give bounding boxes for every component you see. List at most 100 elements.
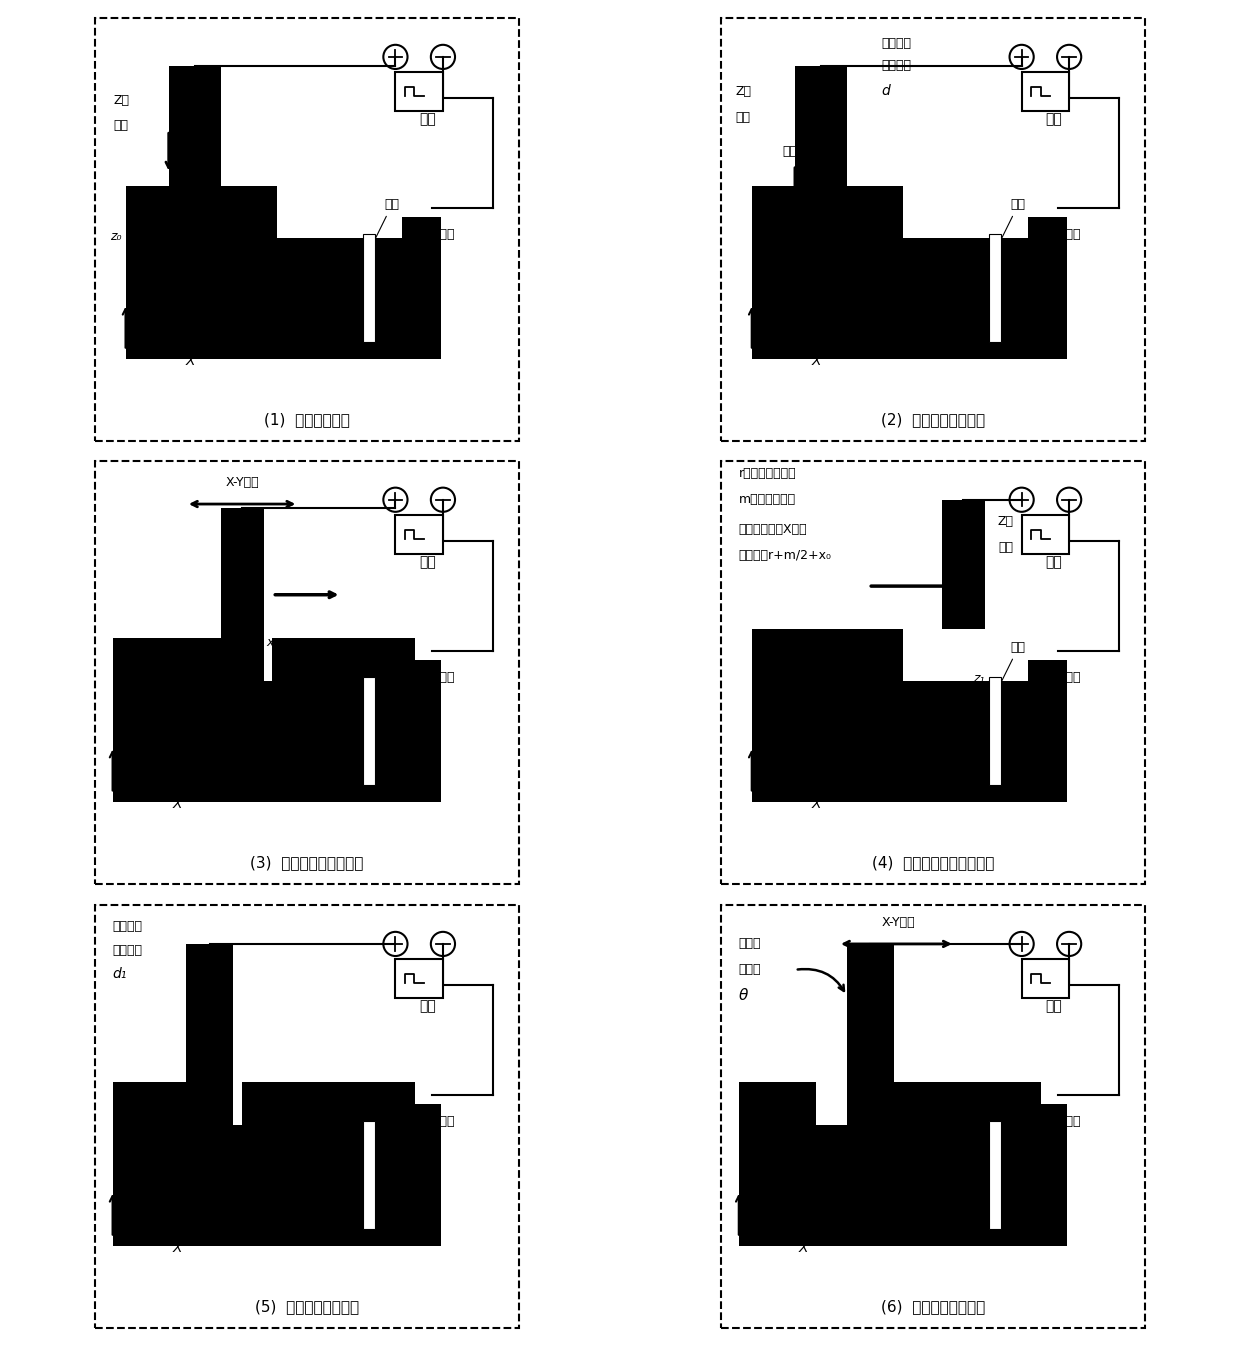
Bar (396, 73, 443, 111)
Text: 工具电极: 工具电极 (882, 37, 911, 51)
Text: (2)  工具电极端部修平: (2) 工具电极端部修平 (882, 413, 985, 428)
Bar (402, 1104, 440, 1246)
Bar (1022, 73, 1069, 111)
Text: X: X (799, 1242, 808, 1256)
Bar (125, 186, 277, 239)
Text: (3)  反拐片侧面找准定位: (3) 反拐片侧面找准定位 (250, 856, 363, 871)
FancyBboxPatch shape (722, 461, 1145, 884)
Text: 反拐片: 反拐片 (1032, 672, 1081, 714)
Text: 调整工具电极X方向: 调整工具电极X方向 (739, 524, 807, 536)
Text: 进给: 进给 (998, 540, 1013, 554)
Text: X: X (186, 355, 195, 369)
Text: 进给: 进给 (114, 119, 129, 133)
Text: 塞片: 塞片 (997, 1084, 1025, 1135)
Text: 坐标到：r+m/2+x₀: 坐标到：r+m/2+x₀ (739, 550, 832, 562)
Bar (1028, 217, 1066, 359)
Text: 塞片: 塞片 (997, 197, 1025, 248)
Bar (402, 659, 440, 802)
Bar (113, 681, 415, 802)
Text: Z: Z (746, 1208, 756, 1222)
Text: 反拐片: 反拐片 (405, 229, 455, 271)
Text: 放电伺服加工: 放电伺服加工 (782, 145, 827, 159)
Text: 塞片: 塞片 (997, 640, 1025, 691)
Text: 反拐片: 反拐片 (1032, 1116, 1081, 1158)
Text: (6)  多瓣电极反拐制备: (6) 多瓣电极反拐制备 (880, 1300, 986, 1315)
Bar (751, 629, 903, 681)
Text: 工具电极: 工具电极 (113, 920, 143, 934)
Text: z₀: z₀ (109, 229, 122, 243)
Bar (363, 234, 376, 341)
Bar (795, 66, 847, 221)
Text: Z轴: Z轴 (735, 85, 751, 97)
Bar (242, 1082, 415, 1126)
Text: X-Y移动: X-Y移动 (226, 476, 259, 489)
Bar (868, 1082, 1042, 1126)
Bar (941, 499, 985, 629)
Text: 塞片: 塞片 (371, 197, 399, 248)
Text: (1)  平面找准定位: (1) 平面找准定位 (264, 413, 350, 428)
Text: 反拐片: 反拐片 (1032, 229, 1081, 271)
Text: X: X (172, 1242, 182, 1256)
Text: r：工具电极半径: r：工具电极半径 (739, 468, 796, 480)
Bar (1028, 1104, 1066, 1246)
Text: (4)  反拐片上表面找准定位: (4) 反拐片上表面找准定位 (872, 856, 994, 871)
Bar (363, 677, 376, 784)
Text: Z轴: Z轴 (998, 515, 1014, 528)
Bar (186, 943, 233, 1138)
Bar (113, 1082, 190, 1126)
Bar (1002, 1156, 1013, 1220)
Text: d₁: d₁ (113, 967, 126, 982)
Text: 反拐片: 反拐片 (405, 1116, 455, 1158)
Text: x₀: x₀ (267, 636, 279, 648)
Bar (273, 638, 415, 681)
Bar (847, 943, 894, 1138)
Bar (751, 239, 1033, 359)
Text: θ: θ (739, 988, 748, 1004)
Bar (396, 515, 443, 554)
Text: X: X (812, 798, 821, 812)
Text: 电源: 电源 (419, 112, 436, 126)
Text: 进给: 进给 (735, 111, 750, 123)
Text: Z: Z (759, 321, 769, 335)
Text: 电源: 电源 (419, 999, 436, 1013)
FancyBboxPatch shape (95, 461, 518, 884)
Text: 旋转指: 旋转指 (739, 938, 761, 950)
Bar (751, 681, 1033, 802)
Bar (363, 1121, 376, 1228)
Text: 电源: 电源 (419, 555, 436, 569)
Text: Z: Z (120, 764, 130, 777)
Bar (1002, 712, 1013, 776)
Text: z₁: z₁ (973, 672, 985, 686)
Bar (376, 1156, 387, 1220)
Text: 电源: 电源 (1045, 555, 1063, 569)
Bar (396, 960, 443, 998)
Text: Z: Z (133, 321, 143, 335)
Text: Z: Z (759, 764, 769, 777)
Bar (1022, 960, 1069, 998)
Text: Z: Z (120, 1208, 130, 1222)
Bar (751, 186, 903, 239)
Text: d: d (882, 85, 890, 99)
Text: 塞片: 塞片 (371, 640, 399, 691)
FancyBboxPatch shape (722, 18, 1145, 441)
Bar (376, 712, 387, 776)
Text: 电源: 电源 (1045, 999, 1063, 1013)
Text: 定角度: 定角度 (739, 964, 761, 976)
Text: 电源: 电源 (1045, 112, 1063, 126)
Text: X-Y移动: X-Y移动 (882, 916, 915, 928)
Bar (990, 1121, 1002, 1228)
Text: m：反拐片厚度: m：反拐片厚度 (739, 494, 796, 506)
Text: X: X (812, 355, 821, 369)
Text: 反拐片: 反拐片 (405, 672, 455, 714)
Text: Z轴: Z轴 (113, 93, 129, 107)
Bar (1028, 659, 1066, 802)
Bar (990, 677, 1002, 784)
Bar (739, 1126, 1042, 1246)
FancyBboxPatch shape (95, 18, 518, 441)
Bar (113, 638, 221, 681)
Bar (125, 239, 407, 359)
Text: 向下进给: 向下进给 (882, 59, 911, 73)
Bar (1002, 269, 1013, 333)
Bar (739, 1082, 816, 1126)
Bar (376, 269, 387, 333)
